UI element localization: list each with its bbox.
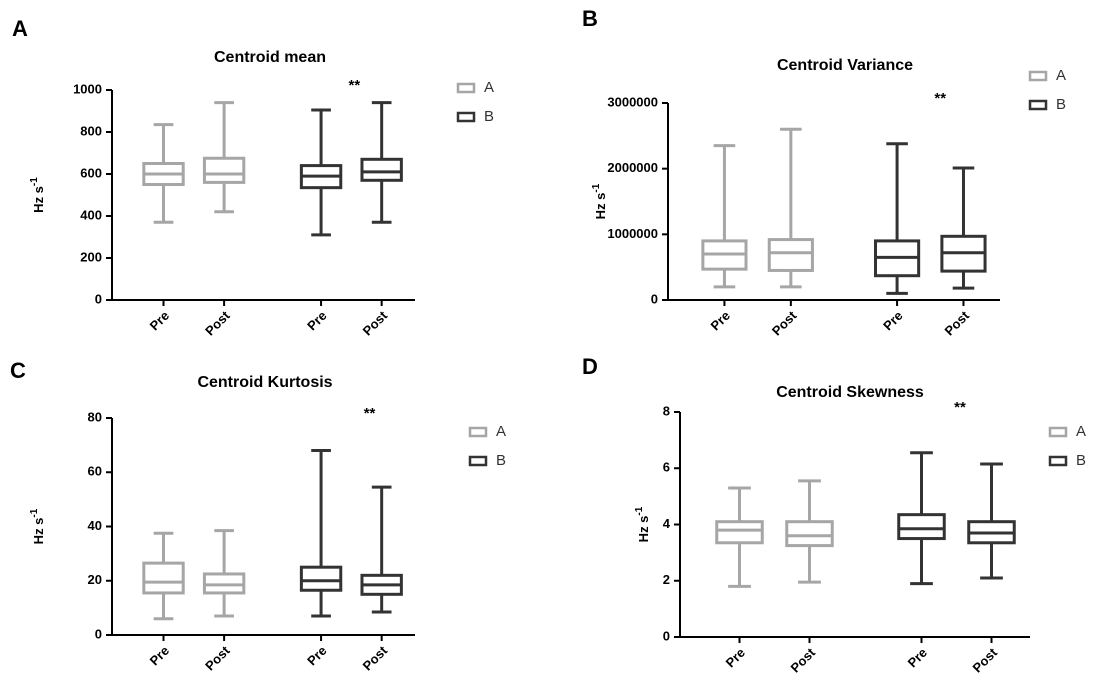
box <box>142 561 185 595</box>
x-tick-label: Post <box>360 642 391 673</box>
legend-label: A <box>1056 67 1066 84</box>
y-tick-label: 1000 <box>73 81 102 96</box>
box <box>785 520 834 548</box>
y-tick-label: 60 <box>88 464 102 479</box>
y-tick-label: 1000000 <box>607 226 658 241</box>
y-axis-label-text: Hz s <box>593 193 608 220</box>
x-tick-label: Pre <box>708 308 733 333</box>
significance: ** <box>934 90 946 107</box>
y-axis-label-text: Hz s <box>31 186 46 213</box>
legend-label: B <box>484 108 494 125</box>
x-tick-label: Post <box>970 644 1001 675</box>
significance: ** <box>349 77 361 94</box>
box <box>299 565 343 592</box>
y-axis-label: Hz s-1 <box>29 177 47 213</box>
y-tick-label: 0 <box>663 628 670 643</box>
panel-letter: B <box>582 6 598 31</box>
y-tick-label: 0 <box>651 291 658 306</box>
significance: ** <box>954 399 966 416</box>
y-axis-label: Hz s-1 <box>591 183 609 219</box>
box <box>360 157 403 182</box>
y-tick-label: 4 <box>663 516 671 531</box>
panel: A Centroid mean Hz s-1 0 200 400 600 800 1000 Pre… <box>12 16 494 339</box>
legend-swatch <box>1048 426 1068 438</box>
legend-label: B <box>1056 96 1066 113</box>
y-tick-label: 200 <box>80 249 102 264</box>
box <box>715 520 764 545</box>
y-tick-label: 2000000 <box>607 160 658 175</box>
x-tick-label: Pre <box>304 643 329 668</box>
y-tick-label: 80 <box>88 409 102 424</box>
legend-swatch <box>456 111 476 123</box>
y-tick-label: 0 <box>95 626 102 641</box>
y-tick-label: 3000000 <box>607 94 658 109</box>
chart-title: Centroid Variance <box>777 57 913 74</box>
y-axis-label: Hz s-1 <box>634 506 652 542</box>
box <box>202 156 246 184</box>
y-tick-label: 400 <box>80 207 102 222</box>
legend-swatch <box>1028 99 1048 111</box>
legend-label: A <box>496 423 506 440</box>
box <box>897 513 946 541</box>
y-axis-label-text: Hz s <box>636 516 651 543</box>
chart-title: Centroid Kurtosis <box>197 374 332 391</box>
legend-label: B <box>1076 452 1086 469</box>
x-tick-label: Pre <box>880 308 905 333</box>
panel: D Centroid Skewness Hz s-1 0 2 4 6 8 Pre Post Pre P… <box>582 354 1086 676</box>
panel-letter: D <box>582 354 598 379</box>
x-tick-label: Post <box>942 307 973 338</box>
legend-label: B <box>496 452 506 469</box>
legend-swatch <box>468 426 488 438</box>
y-tick-label: 6 <box>663 460 670 475</box>
x-tick-label: Post <box>202 307 233 338</box>
x-tick-label: Post <box>202 642 233 673</box>
legend-swatch <box>1028 70 1048 82</box>
legend-label: A <box>484 79 494 96</box>
box <box>767 238 814 272</box>
y-axis-label-sup: -1 <box>591 183 602 192</box>
y-axis-label-sup: -1 <box>29 177 40 186</box>
y-axis-label-text: Hz s <box>31 518 46 545</box>
x-tick-label: Pre <box>723 645 748 670</box>
x-tick-label: Pre <box>147 643 172 668</box>
y-tick-label: 600 <box>80 165 102 180</box>
x-tick-label: Pre <box>304 308 329 333</box>
panel-letter: A <box>12 16 28 41</box>
y-axis-label-sup: -1 <box>29 508 40 517</box>
x-tick-label: Pre <box>147 308 172 333</box>
panel: B Centroid Variance Hz s-1 0 1000000 2000000 3… <box>582 6 1066 339</box>
chart-title: Centroid Skewness <box>776 384 924 401</box>
y-tick-label: 0 <box>95 291 102 306</box>
y-tick-label: 20 <box>88 572 102 587</box>
y-tick-label: 800 <box>80 123 102 138</box>
y-axis-label-sup: -1 <box>634 506 645 515</box>
y-tick-label: 8 <box>663 403 670 418</box>
y-tick-label: 40 <box>88 518 102 533</box>
chart-title: Centroid mean <box>214 49 326 66</box>
legend-swatch <box>468 455 488 467</box>
legend-label: A <box>1076 423 1086 440</box>
x-tick-label: Post <box>788 644 819 675</box>
panel-letter: C <box>10 358 26 383</box>
x-tick-label: Post <box>360 307 391 338</box>
legend-swatch <box>456 82 476 94</box>
y-axis-label: Hz s-1 <box>29 508 47 544</box>
panel: C Centroid Kurtosis Hz s-1 0 20 40 60 80 Pre Post… <box>10 358 506 674</box>
legend-swatch <box>1048 455 1068 467</box>
x-tick-label: Post <box>769 307 800 338</box>
significance: ** <box>364 405 376 422</box>
x-tick-label: Pre <box>905 645 930 670</box>
y-tick-label: 2 <box>663 572 670 587</box>
